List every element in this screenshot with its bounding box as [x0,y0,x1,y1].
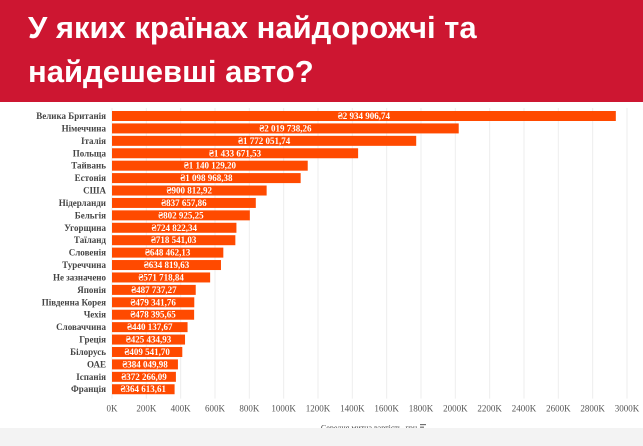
category-label: Словенія [69,248,106,258]
x-tick-label: 2600K [546,404,571,414]
data-label: ₴2 934 906,74 [338,111,391,121]
title-banner: У яких країнах найдорожчі та найдешевші … [0,0,643,102]
sort-icon [420,424,426,428]
data-label: ₴487 737,27 [131,285,177,295]
x-axis-title: Середня митна вартість, грн. [321,424,419,428]
category-label: Таїланд [74,235,107,245]
data-label: ₴2 019 738,26 [259,123,312,133]
footer-bar [0,428,643,446]
data-label: ₴648 462,13 [145,248,191,258]
x-tick-label: 1800K [409,404,434,414]
category-label: Велика Британія [36,111,106,121]
data-label: ₴1 098 968,38 [180,173,233,183]
category-label: Німеччина [62,123,107,133]
category-label: Франція [71,384,106,394]
bar [112,334,186,345]
data-label: ₴724 822,34 [151,223,197,233]
x-tick-label: 1600K [374,404,399,414]
bar [112,297,195,308]
x-tick-label: 2800K [580,404,605,414]
data-label: ₴802 925,25 [158,210,204,220]
category-label: Естонія [75,173,106,183]
x-tick-label: 2400K [512,404,537,414]
bar [112,111,616,121]
data-label: ₴479 341,76 [130,297,176,307]
data-label: ₴837 657,86 [161,198,207,208]
data-label: ₴571 718,84 [138,272,184,282]
bar [112,135,417,146]
bar [112,309,195,320]
bar [112,197,256,208]
category-label: Іспанія [76,372,106,382]
category-label: Польща [73,148,107,158]
category-label: Словаччина [56,322,106,332]
category-label: Греція [79,335,106,345]
x-tick-label: 600K [205,404,226,414]
category-label: Японія [77,285,106,295]
data-label: ₴425 434,93 [126,335,172,345]
bar [112,384,175,395]
data-label: ₴478 395,65 [130,310,176,320]
data-label: ₴1 140 129,20 [184,161,237,171]
category-label: ОАЕ [87,359,106,369]
bar [112,160,308,171]
bar [112,322,188,333]
data-label: ₴1 433 671,53 [209,148,262,158]
bar [112,346,183,357]
data-label: ₴718 541,03 [151,235,197,245]
category-label: Білорусь [70,347,106,357]
category-label: Чехія [84,310,106,320]
category-label: Угорщина [64,223,106,233]
data-label: ₴440 137,67 [127,322,173,332]
category-label: Туреччина [62,260,106,270]
category-label: Бельгія [75,210,106,220]
bar [112,148,359,159]
x-tick-label: 0K [107,404,119,414]
category-label: Південна Корея [42,297,106,307]
x-tick-label: 400K [171,404,192,414]
x-tick-label: 200K [136,404,157,414]
category-label: Не зазначено [53,272,107,282]
data-label: ₴372 266,09 [121,372,167,382]
category-label: США [83,186,106,196]
bar [112,123,459,134]
bar [112,173,301,184]
category-label: Нідерланди [59,198,106,208]
bar-chart: 0K 200K 400K 600K 800K 1000K 1200K 1400K 1600K 18… [36,108,640,428]
data-label: ₴409 541,70 [124,347,170,357]
bar [112,260,221,271]
x-tick-label: 800K [239,404,260,414]
x-tick-label: 1400K [340,404,365,414]
data-label: ₴1 772 051,74 [238,136,291,146]
data-label: ₴900 812,92 [167,186,213,196]
bar [112,359,178,370]
x-tick-label: 2200K [477,404,502,414]
page-title: У яких країнах найдорожчі та найдешевші … [28,10,477,89]
bar [112,272,211,283]
bar [112,222,237,233]
data-label: ₴384 049,98 [122,359,168,369]
bar [112,185,267,196]
bar [112,235,236,246]
x-tick-label: 1000K [271,404,296,414]
bar [112,371,176,382]
bar [112,247,224,258]
x-tick-label: 3000K [615,404,640,414]
data-label: ₴364 613,61 [121,384,167,394]
category-label: Тайвань [71,161,106,171]
x-tick-label: 2000K [443,404,468,414]
x-tick-label: 1200K [306,404,331,414]
category-label: Італія [81,136,106,146]
bar [112,284,196,295]
data-label: ₴634 819,63 [144,260,190,270]
bar [112,210,250,221]
